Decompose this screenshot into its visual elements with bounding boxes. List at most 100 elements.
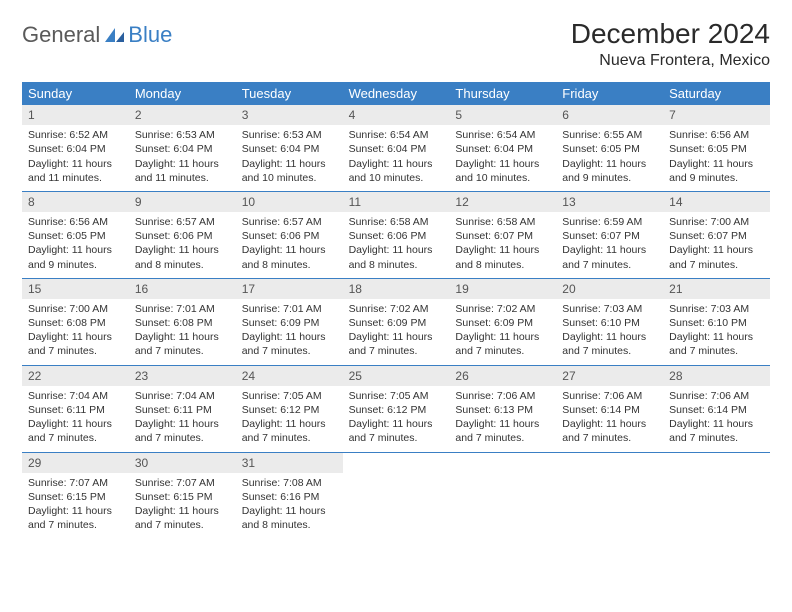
day-cell: 22Sunrise: 7:04 AMSunset: 6:11 PMDayligh… <box>22 366 129 452</box>
weekday-header: Friday <box>556 82 663 105</box>
sunset-text: Sunset: 6:14 PM <box>669 403 764 417</box>
day-body: Sunrise: 7:07 AMSunset: 6:15 PMDaylight:… <box>129 473 236 539</box>
sunset-text: Sunset: 6:16 PM <box>242 490 337 504</box>
day-number: 30 <box>129 453 236 473</box>
day-body: Sunrise: 7:03 AMSunset: 6:10 PMDaylight:… <box>663 299 770 365</box>
sunrise-text: Sunrise: 6:58 AM <box>349 215 444 229</box>
day-number: 20 <box>556 279 663 299</box>
daylight-text: and 8 minutes. <box>349 258 444 272</box>
day-body: Sunrise: 7:04 AMSunset: 6:11 PMDaylight:… <box>129 386 236 452</box>
logo: General Blue <box>22 22 172 48</box>
day-cell <box>556 453 663 539</box>
daylight-text: Daylight: 11 hours <box>28 243 123 257</box>
day-body: Sunrise: 6:53 AMSunset: 6:04 PMDaylight:… <box>236 125 343 191</box>
day-body: Sunrise: 7:04 AMSunset: 6:11 PMDaylight:… <box>22 386 129 452</box>
daylight-text: Daylight: 11 hours <box>455 417 550 431</box>
sunset-text: Sunset: 6:06 PM <box>349 229 444 243</box>
daylight-text: Daylight: 11 hours <box>349 330 444 344</box>
day-body: Sunrise: 7:05 AMSunset: 6:12 PMDaylight:… <box>236 386 343 452</box>
daylight-text: and 11 minutes. <box>135 171 230 185</box>
day-number: 1 <box>22 105 129 125</box>
sunset-text: Sunset: 6:13 PM <box>455 403 550 417</box>
day-number: 14 <box>663 192 770 212</box>
daylight-text: Daylight: 11 hours <box>562 417 657 431</box>
sunset-text: Sunset: 6:12 PM <box>242 403 337 417</box>
daylight-text: Daylight: 11 hours <box>242 417 337 431</box>
day-cell: 6Sunrise: 6:55 AMSunset: 6:05 PMDaylight… <box>556 105 663 191</box>
day-body: Sunrise: 7:02 AMSunset: 6:09 PMDaylight:… <box>343 299 450 365</box>
daylight-text: Daylight: 11 hours <box>28 417 123 431</box>
sunrise-text: Sunrise: 6:53 AM <box>135 128 230 142</box>
daylight-text: and 7 minutes. <box>669 344 764 358</box>
sunset-text: Sunset: 6:15 PM <box>135 490 230 504</box>
daylight-text: Daylight: 11 hours <box>135 157 230 171</box>
day-body: Sunrise: 6:58 AMSunset: 6:07 PMDaylight:… <box>449 212 556 278</box>
day-body: Sunrise: 6:52 AMSunset: 6:04 PMDaylight:… <box>22 125 129 191</box>
sunset-text: Sunset: 6:07 PM <box>562 229 657 243</box>
daylight-text: Daylight: 11 hours <box>242 243 337 257</box>
day-body: Sunrise: 6:58 AMSunset: 6:06 PMDaylight:… <box>343 212 450 278</box>
sunrise-text: Sunrise: 7:05 AM <box>242 389 337 403</box>
sunset-text: Sunset: 6:04 PM <box>28 142 123 156</box>
day-number: 16 <box>129 279 236 299</box>
day-body: Sunrise: 6:57 AMSunset: 6:06 PMDaylight:… <box>236 212 343 278</box>
day-body: Sunrise: 6:56 AMSunset: 6:05 PMDaylight:… <box>22 212 129 278</box>
daylight-text: and 7 minutes. <box>669 258 764 272</box>
logo-text-2: Blue <box>128 22 172 48</box>
day-body: Sunrise: 7:07 AMSunset: 6:15 PMDaylight:… <box>22 473 129 539</box>
sunset-text: Sunset: 6:07 PM <box>669 229 764 243</box>
day-cell: 24Sunrise: 7:05 AMSunset: 6:12 PMDayligh… <box>236 366 343 452</box>
sunset-text: Sunset: 6:09 PM <box>242 316 337 330</box>
day-cell: 2Sunrise: 6:53 AMSunset: 6:04 PMDaylight… <box>129 105 236 191</box>
page-title: December 2024 <box>571 18 770 50</box>
sunrise-text: Sunrise: 7:03 AM <box>669 302 764 316</box>
daylight-text: and 7 minutes. <box>28 344 123 358</box>
sunrise-text: Sunrise: 7:01 AM <box>242 302 337 316</box>
daylight-text: and 8 minutes. <box>242 518 337 532</box>
day-number: 19 <box>449 279 556 299</box>
day-number: 29 <box>22 453 129 473</box>
day-number: 31 <box>236 453 343 473</box>
daylight-text: and 8 minutes. <box>135 258 230 272</box>
day-number: 12 <box>449 192 556 212</box>
day-cell: 19Sunrise: 7:02 AMSunset: 6:09 PMDayligh… <box>449 279 556 365</box>
day-body: Sunrise: 6:59 AMSunset: 6:07 PMDaylight:… <box>556 212 663 278</box>
day-body: Sunrise: 6:54 AMSunset: 6:04 PMDaylight:… <box>449 125 556 191</box>
daylight-text: Daylight: 11 hours <box>28 504 123 518</box>
weekday-header: Wednesday <box>343 82 450 105</box>
day-cell: 15Sunrise: 7:00 AMSunset: 6:08 PMDayligh… <box>22 279 129 365</box>
day-body: Sunrise: 7:00 AMSunset: 6:07 PMDaylight:… <box>663 212 770 278</box>
sunset-text: Sunset: 6:04 PM <box>455 142 550 156</box>
day-number: 26 <box>449 366 556 386</box>
daylight-text: Daylight: 11 hours <box>135 504 230 518</box>
daylight-text: and 7 minutes. <box>562 344 657 358</box>
weekday-header: Monday <box>129 82 236 105</box>
sunrise-text: Sunrise: 7:06 AM <box>455 389 550 403</box>
daylight-text: Daylight: 11 hours <box>242 330 337 344</box>
daylight-text: and 7 minutes. <box>562 258 657 272</box>
day-body: Sunrise: 6:57 AMSunset: 6:06 PMDaylight:… <box>129 212 236 278</box>
day-number: 4 <box>343 105 450 125</box>
sunset-text: Sunset: 6:05 PM <box>28 229 123 243</box>
daylight-text: Daylight: 11 hours <box>669 157 764 171</box>
daylight-text: Daylight: 11 hours <box>135 243 230 257</box>
daylight-text: Daylight: 11 hours <box>349 243 444 257</box>
sunset-text: Sunset: 6:11 PM <box>135 403 230 417</box>
sunrise-text: Sunrise: 7:04 AM <box>28 389 123 403</box>
day-body: Sunrise: 7:06 AMSunset: 6:14 PMDaylight:… <box>556 386 663 452</box>
sunrise-text: Sunrise: 6:55 AM <box>562 128 657 142</box>
daylight-text: and 9 minutes. <box>669 171 764 185</box>
sunrise-text: Sunrise: 6:57 AM <box>135 215 230 229</box>
header: General Blue December 2024 Nueva Fronter… <box>22 18 770 70</box>
daylight-text: and 7 minutes. <box>242 431 337 445</box>
daylight-text: and 7 minutes. <box>28 431 123 445</box>
day-body: Sunrise: 6:53 AMSunset: 6:04 PMDaylight:… <box>129 125 236 191</box>
day-number: 27 <box>556 366 663 386</box>
location-label: Nueva Frontera, Mexico <box>571 52 770 70</box>
day-cell: 17Sunrise: 7:01 AMSunset: 6:09 PMDayligh… <box>236 279 343 365</box>
day-body: Sunrise: 7:08 AMSunset: 6:16 PMDaylight:… <box>236 473 343 539</box>
day-cell: 7Sunrise: 6:56 AMSunset: 6:05 PMDaylight… <box>663 105 770 191</box>
day-number: 6 <box>556 105 663 125</box>
day-number: 7 <box>663 105 770 125</box>
sunrise-text: Sunrise: 7:07 AM <box>28 476 123 490</box>
